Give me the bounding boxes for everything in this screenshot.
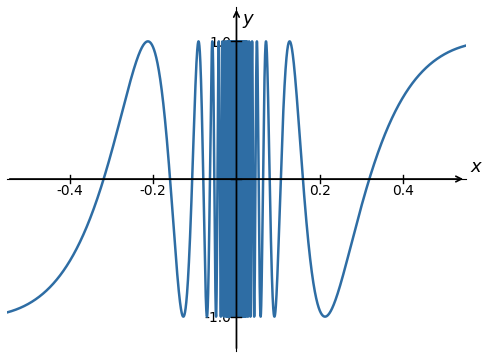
Text: y: y <box>243 10 253 28</box>
Text: x: x <box>470 158 481 176</box>
